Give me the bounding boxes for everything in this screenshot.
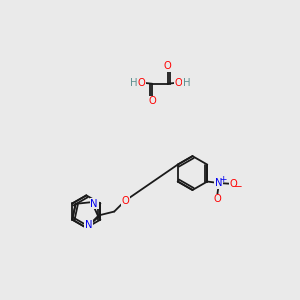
Text: H: H	[182, 78, 190, 88]
Text: O: O	[148, 96, 156, 106]
Text: O: O	[175, 78, 182, 88]
Text: N: N	[90, 199, 98, 209]
Text: H: H	[130, 78, 137, 88]
Text: O: O	[137, 78, 145, 88]
Text: −: −	[234, 182, 243, 192]
Text: N: N	[85, 220, 92, 230]
Text: O: O	[164, 61, 172, 71]
Text: O: O	[230, 179, 238, 189]
Text: O: O	[121, 196, 129, 206]
Text: O: O	[214, 194, 221, 204]
Text: N: N	[215, 178, 223, 188]
Text: +: +	[219, 175, 226, 184]
